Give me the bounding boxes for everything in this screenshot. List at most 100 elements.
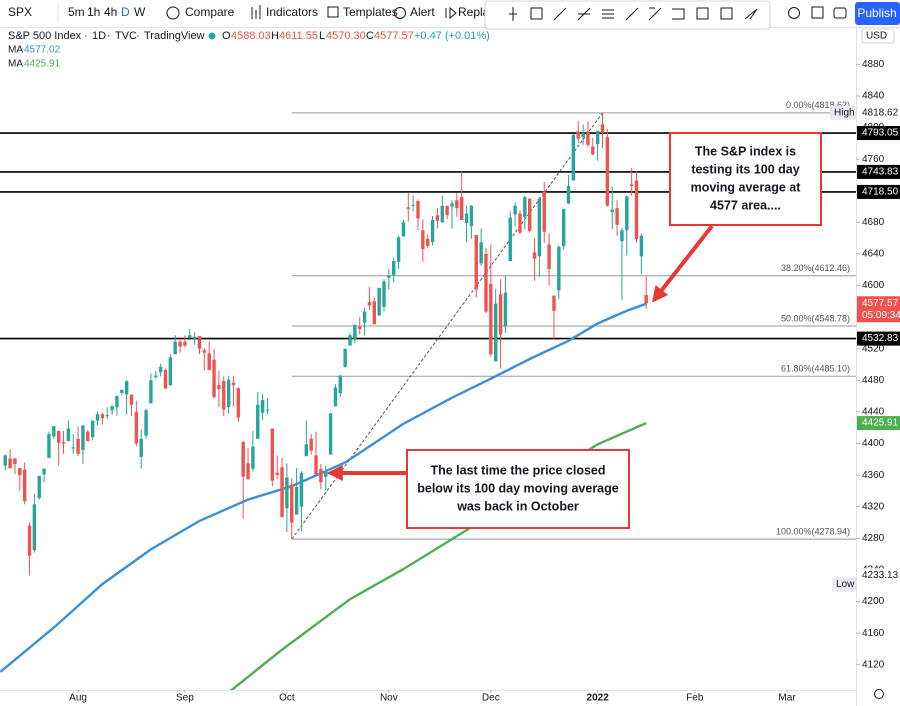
- candle-body: [236, 388, 241, 418]
- annotation-text: The last time the price closed: [430, 463, 605, 477]
- candle-body: [557, 246, 561, 291]
- candle-body: [212, 359, 216, 397]
- interval-active[interactable]: D: [121, 5, 130, 19]
- ohlc-value: 4570.30: [326, 30, 366, 42]
- candle-body: [503, 292, 508, 327]
- candle-body: [95, 414, 100, 421]
- alert-button[interactable]: Alert: [410, 5, 435, 19]
- candle-body: [299, 472, 304, 507]
- candle-body: [304, 444, 309, 457]
- candle-body: [71, 447, 75, 449]
- candle-body: [406, 207, 410, 209]
- interval[interactable]: W: [134, 5, 146, 19]
- candle-body: [620, 230, 624, 242]
- candle-body: [314, 455, 318, 475]
- indicators-icon[interactable]: [251, 5, 261, 19]
- candle-body: [149, 380, 153, 404]
- publish-button[interactable]: [855, 2, 900, 25]
- candle-body: [367, 302, 372, 306]
- annotation-arrow: [652, 224, 714, 303]
- hline-price-box: [857, 184, 900, 199]
- candle-body: [338, 375, 343, 393]
- candle-body: [27, 525, 32, 556]
- axis-settings-icon[interactable]: [874, 689, 884, 699]
- candle-body: [22, 469, 27, 502]
- interval[interactable]: 4h: [104, 5, 117, 19]
- alert-icon[interactable]: [394, 7, 406, 19]
- candle-body: [178, 341, 182, 347]
- hline-price-box: [857, 331, 900, 346]
- y-tick-label: 4600: [862, 280, 885, 291]
- candle-body: [158, 366, 163, 373]
- indicators-button[interactable]: Indicators: [266, 5, 318, 19]
- annotation-text: was back in October: [456, 499, 579, 513]
- candle-body: [144, 410, 148, 436]
- interval[interactable]: 1h: [87, 5, 100, 19]
- replay-icon[interactable]: [445, 6, 457, 20]
- candle-body: [426, 238, 430, 247]
- drawing-tools[interactable]: [509, 7, 758, 21]
- x-tick-label: Sep: [176, 693, 194, 704]
- candle-body: [435, 215, 440, 221]
- hline-price-label: 4532.83: [862, 333, 899, 344]
- templates-icon[interactable]: [327, 6, 339, 18]
- candle-body: [542, 191, 546, 232]
- hline-price-box: [857, 164, 900, 179]
- fullscreen-icon[interactable]: [811, 6, 824, 19]
- candle-body: [595, 130, 600, 145]
- candle-body: [566, 185, 571, 204]
- candle-body: [387, 275, 391, 278]
- annotation-text: 4577 area....: [710, 198, 781, 212]
- candle-body: [3, 455, 7, 466]
- snapshot-icon[interactable]: [833, 7, 847, 19]
- candle-body: [440, 205, 444, 223]
- interval[interactable]: 5m: [68, 5, 85, 19]
- hline-price-label: 4718.50: [862, 187, 899, 198]
- candle-body: [105, 415, 109, 417]
- compare-icon[interactable]: [166, 6, 180, 20]
- high-price-label: 4818.62: [862, 107, 899, 118]
- candle-body: [154, 375, 158, 378]
- legend-separator: ·: [107, 30, 111, 42]
- candle-body: [392, 261, 396, 276]
- candle-body: [52, 426, 56, 437]
- x-tick-label: 2022: [587, 693, 610, 704]
- candle-body: [333, 387, 338, 407]
- currency[interactable]: USD: [866, 31, 887, 42]
- candle-body: [610, 209, 614, 213]
- x-tick-label: Mar: [778, 693, 796, 704]
- candle-body: [561, 208, 566, 247]
- candle-body: [532, 252, 537, 259]
- publish-label[interactable]: Publish: [857, 6, 896, 20]
- symbol[interactable]: SPX: [8, 5, 32, 19]
- legend-exchange: TVC: [115, 30, 137, 42]
- candle-body: [455, 200, 459, 209]
- candle-body: [134, 411, 139, 444]
- legend: S&P 500 Index · 1D · TVC · TradingView O…: [8, 30, 490, 70]
- candle-body: [493, 303, 498, 362]
- currency-button[interactable]: [861, 28, 895, 44]
- candle-body: [47, 434, 51, 458]
- toolbar: SPX 5m 1h 4h D W Compare Indicators Temp…: [0, 0, 900, 30]
- templates-button[interactable]: Templates: [343, 5, 398, 19]
- candle-body: [192, 336, 197, 340]
- candle-body: [518, 213, 522, 233]
- candle-body: [328, 413, 333, 455]
- fib-label: 50.00%(4548.78): [781, 313, 850, 323]
- candle-body: [124, 381, 129, 395]
- settings-icon[interactable]: [788, 7, 800, 19]
- candle-body: [61, 441, 66, 444]
- candle-body: [202, 350, 207, 353]
- compare-button[interactable]: Compare: [185, 5, 235, 19]
- x-tick-label: Feb: [686, 693, 704, 704]
- candle-body: [290, 484, 294, 523]
- candle-body: [348, 335, 352, 346]
- low-tag: [832, 577, 856, 592]
- y-tick-label: 4680: [862, 217, 885, 228]
- y-tick-label: 4760: [862, 154, 885, 165]
- annotation-text: testing its 100 day: [691, 162, 799, 176]
- candle-body: [615, 208, 619, 225]
- x-tick-label: Nov: [380, 693, 398, 704]
- y-tick-label: 4480: [862, 375, 885, 386]
